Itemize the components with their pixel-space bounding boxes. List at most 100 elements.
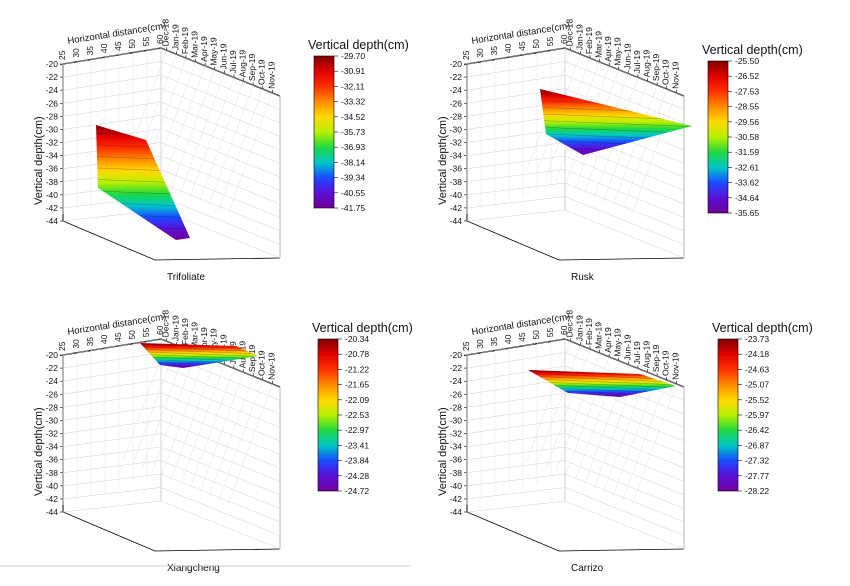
contour-line bbox=[540, 115, 692, 129]
z-tick-label: -42 bbox=[46, 203, 59, 213]
colorbar-label: -21.65 bbox=[345, 380, 369, 390]
x-tick bbox=[491, 59, 496, 61]
z-gridline bbox=[62, 352, 162, 369]
colorbar-label: -23.73 bbox=[745, 334, 769, 344]
panel-xiangcheng: -20 -22 -24 -26 -28 -30 -32 -34 -36 -38 -40 -42 -44 2… bbox=[33, 310, 413, 574]
date-gridline bbox=[622, 88, 667, 210]
z-gridline bbox=[160, 392, 281, 442]
date-tick-label: Jan-19 bbox=[574, 24, 584, 50]
panel-name: Rusk bbox=[571, 272, 595, 283]
x-tick-label: 60 bbox=[155, 34, 165, 44]
x-tick bbox=[143, 341, 148, 343]
date-tick-label: Mar-19 bbox=[190, 322, 200, 349]
x-tick bbox=[547, 341, 552, 343]
z-gridline bbox=[62, 406, 162, 421]
z-gridline bbox=[160, 196, 281, 245]
z-tick-label: -28 bbox=[450, 402, 463, 412]
z-tick-label: -34 bbox=[450, 151, 463, 161]
depth-surface bbox=[140, 343, 258, 368]
z-tick-label: -32 bbox=[450, 429, 463, 439]
x-tick bbox=[129, 343, 134, 345]
z-gridline bbox=[466, 88, 566, 104]
x-tick bbox=[73, 61, 78, 63]
z-gridline bbox=[62, 460, 162, 473]
date-gridline bbox=[536, 345, 581, 466]
grid bbox=[59, 47, 281, 261]
colorbar-label: -22.53 bbox=[345, 410, 369, 420]
contour-line bbox=[140, 344, 258, 357]
date-tick-label: Dec-18 bbox=[161, 310, 171, 338]
z-gridline bbox=[466, 500, 566, 513]
contour-line bbox=[528, 385, 676, 397]
contour-line bbox=[140, 354, 258, 367]
date-tick-label: May-19 bbox=[209, 328, 219, 357]
z-gridline bbox=[160, 142, 281, 191]
colorbar-label: -30.91 bbox=[341, 66, 365, 76]
colorbar-label: -25.97 bbox=[745, 410, 769, 420]
date-tick-label: Mar-19 bbox=[594, 31, 604, 58]
z-gridline bbox=[160, 419, 281, 469]
x-tick bbox=[59, 354, 64, 357]
z-tick-label: -20 bbox=[46, 59, 59, 69]
depth-surface bbox=[528, 370, 676, 397]
z-gridline bbox=[564, 209, 685, 259]
date-tick-label: Apr-19 bbox=[603, 36, 613, 62]
z-gridline bbox=[466, 142, 566, 156]
y-axis-label: Vertical depth(cm) bbox=[33, 407, 45, 496]
z-gridline bbox=[564, 61, 685, 110]
colorbar-label: -23.84 bbox=[345, 456, 369, 466]
date-tick-label: Jul-19 bbox=[228, 50, 238, 73]
colorbar-label: -35.73 bbox=[341, 127, 365, 137]
colorbar-label: -24.72 bbox=[345, 486, 369, 496]
z-gridline bbox=[62, 115, 162, 130]
x-tick-label: 35 bbox=[489, 46, 499, 56]
date-tick-label: May-19 bbox=[613, 37, 623, 66]
panel-trifoliate: -20 -22 -24 -26 -28 -30 -32 -34 -36 -38 -40 -42 -44 2… bbox=[33, 19, 409, 283]
z-tick-label: -24 bbox=[46, 376, 59, 386]
colorbar-label: -26.42 bbox=[745, 425, 769, 435]
date-tick-label: Oct-19 bbox=[661, 350, 671, 376]
z-tick-label: -36 bbox=[46, 455, 59, 465]
z-tick-label: -26 bbox=[46, 98, 59, 108]
x-tick bbox=[561, 338, 566, 341]
z-tick-label: -42 bbox=[450, 203, 463, 213]
colorbar-label: -41.75 bbox=[341, 203, 365, 213]
z-tick-label: -26 bbox=[450, 389, 463, 399]
date-gridline bbox=[612, 85, 658, 206]
x-tick bbox=[463, 354, 468, 357]
x-tick-label: 55 bbox=[545, 328, 555, 338]
z-tick-label: -32 bbox=[46, 429, 59, 439]
date-gridline bbox=[632, 92, 677, 213]
z-gridline bbox=[62, 433, 162, 447]
x-tick-label: 55 bbox=[141, 37, 151, 47]
legend-title: Vertical depth(cm) bbox=[702, 43, 803, 57]
z-gridline bbox=[564, 338, 685, 388]
date-tick-label: Aug-19 bbox=[642, 50, 652, 78]
date-gridline bbox=[622, 379, 667, 501]
date-gridline bbox=[160, 356, 206, 477]
panel-name: Trifoliate bbox=[167, 272, 205, 283]
z-gridline bbox=[160, 500, 281, 550]
z-gridline bbox=[564, 406, 685, 455]
z-gridline bbox=[62, 473, 162, 487]
z-gridline bbox=[564, 460, 685, 509]
z-tick-label: -20 bbox=[46, 350, 59, 360]
colorbar-label: -33.62 bbox=[735, 178, 759, 188]
x-tick-label: 35 bbox=[85, 46, 95, 56]
x-tick-label: 35 bbox=[489, 337, 499, 347]
colorbar-label: -26.87 bbox=[745, 440, 769, 450]
contour-line bbox=[96, 210, 190, 224]
z-gridline bbox=[466, 61, 566, 78]
date-tick-label: Nov-19 bbox=[266, 61, 276, 89]
z-tick-label: -36 bbox=[450, 164, 463, 174]
date-gridline bbox=[199, 81, 244, 202]
date-tick-label: Feb-19 bbox=[584, 318, 594, 345]
z-gridline bbox=[466, 473, 566, 487]
z-gridline bbox=[466, 74, 566, 91]
z-gridline bbox=[62, 74, 162, 91]
z-gridline bbox=[62, 487, 162, 500]
z-tick-label: -28 bbox=[46, 402, 59, 412]
x-tick-label: 40 bbox=[99, 43, 109, 53]
z-tick-label: -28 bbox=[450, 111, 463, 121]
